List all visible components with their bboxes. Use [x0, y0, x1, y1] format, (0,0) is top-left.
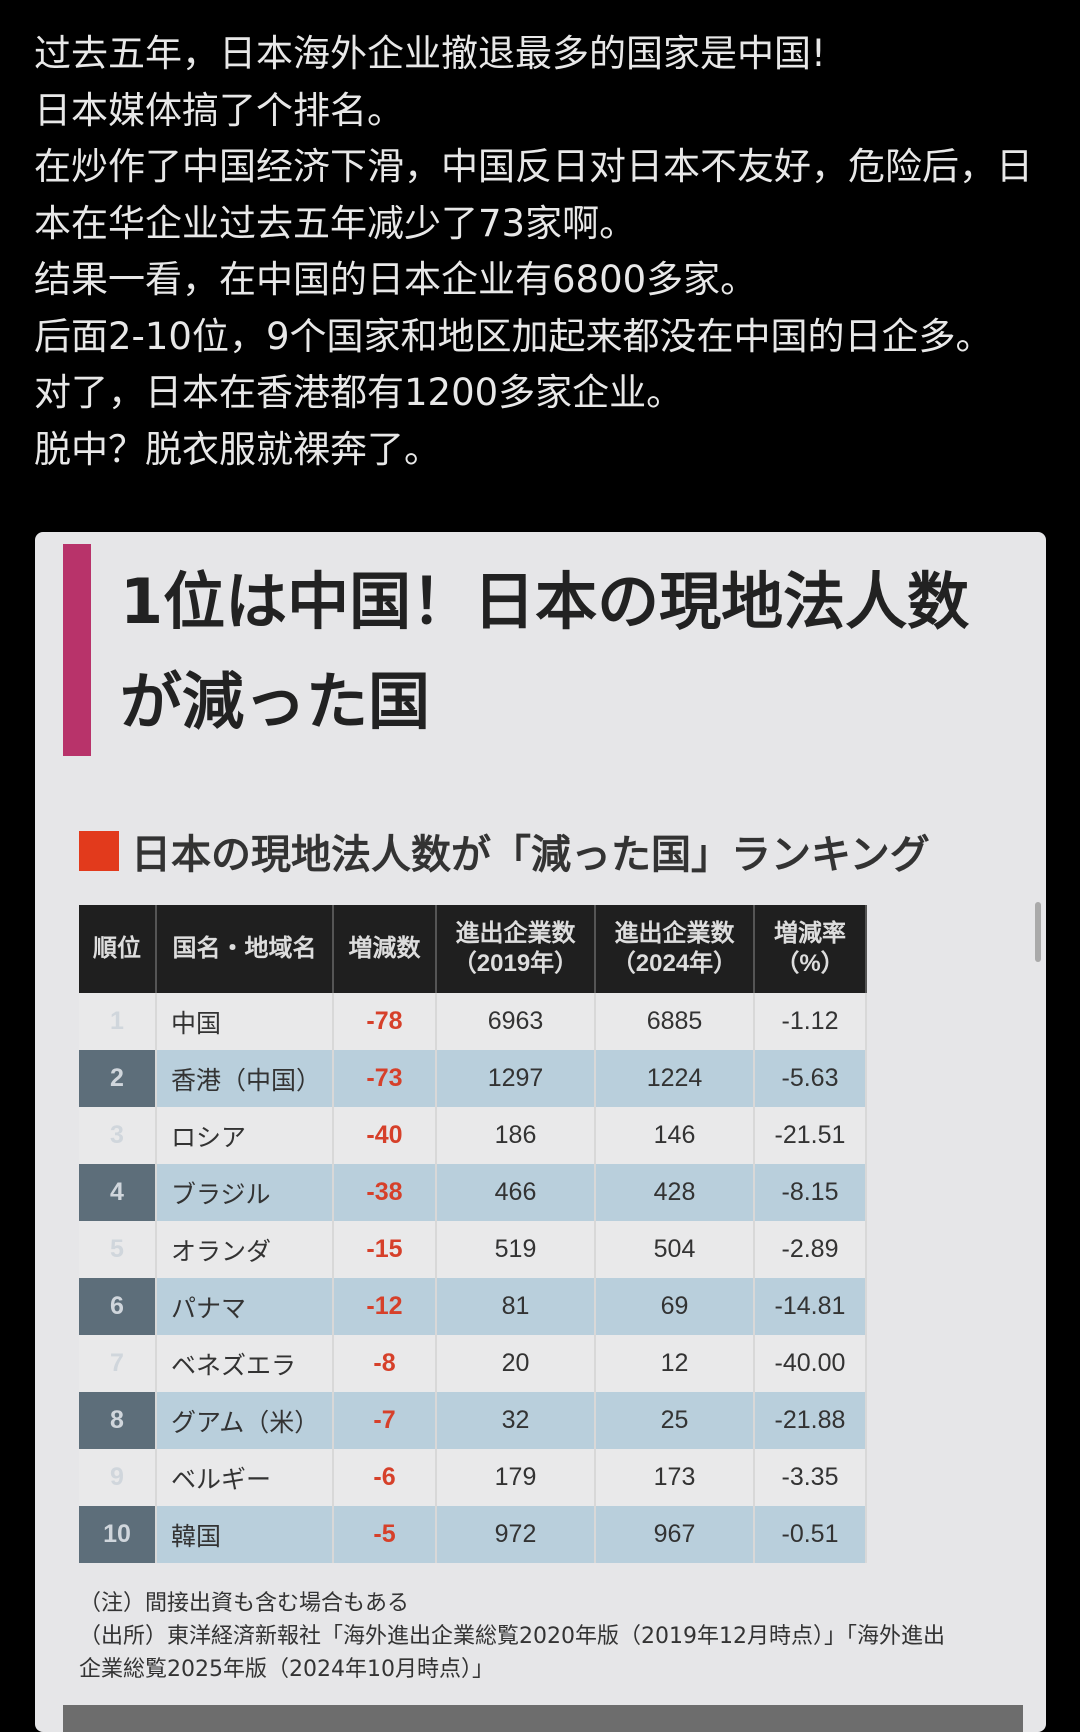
- column-header: 増減数: [333, 905, 437, 993]
- table-cell: 6885: [595, 993, 755, 1050]
- table-cell: 173: [595, 1449, 755, 1506]
- table-cell: 972: [436, 1506, 596, 1563]
- table-cell: 1: [79, 993, 157, 1050]
- table-cell: ベルギー: [156, 1449, 334, 1506]
- note-text: （注）間接出資も含む場合もある: [79, 1591, 410, 1616]
- accent-bar: [63, 544, 91, 756]
- bottom-bar: [63, 1705, 1023, 1732]
- table-row: 9 ベルギー -6 179 173 -3.35: [79, 1449, 867, 1506]
- source-text: （出所）東洋経済新報社「海外進出企業総覧2020年版（2019年12月時点）」「…: [79, 1624, 945, 1682]
- table-cell: ブラジル: [156, 1164, 334, 1221]
- table-cell: オランダ: [156, 1221, 334, 1278]
- table-cell: 1297: [436, 1050, 596, 1107]
- table-cell: 7: [79, 1335, 157, 1392]
- table-cell: 32: [436, 1392, 596, 1449]
- table-cell: 中国: [156, 993, 334, 1050]
- table-cell: グアム（米）: [156, 1392, 334, 1449]
- table-cell: 9: [79, 1449, 157, 1506]
- table-cell: 81: [436, 1278, 596, 1335]
- table-cell: -78: [333, 993, 437, 1050]
- table-cell: 3: [79, 1107, 157, 1164]
- post-line: 在炒作了中国经济下滑，中国反日对日本不友好，危险后，日本在华企业过去五年减少了7…: [34, 145, 1033, 245]
- table-cell: -21.88: [754, 1392, 867, 1449]
- post-line: 日本媒体搞了个排名。: [34, 88, 404, 132]
- table-cell: -5.63: [754, 1050, 867, 1107]
- image-title: 1位は中国！日本の現地法人数が減った国: [120, 565, 970, 738]
- table-cell: ロシア: [156, 1107, 334, 1164]
- table-cell: -6: [333, 1449, 437, 1506]
- column-header: 増減率 （%）: [754, 905, 867, 993]
- table-cell: 8: [79, 1392, 157, 1449]
- table-cell: -2.89: [754, 1221, 867, 1278]
- table-cell: 428: [595, 1164, 755, 1221]
- table-row: 8 グアム（米） -7 32 25 -21.88: [79, 1392, 867, 1449]
- table-row: 7 ベネズエラ -8 20 12 -40.00: [79, 1335, 867, 1392]
- table-cell: -7: [333, 1392, 437, 1449]
- table-cell: 2: [79, 1050, 157, 1107]
- table-cell: -21.51: [754, 1107, 867, 1164]
- post-line: 后面2-10位，9个国家和地区加起来都没在中国的日企多。: [34, 314, 993, 358]
- table-cell: -40: [333, 1107, 437, 1164]
- table-cell: -12: [333, 1278, 437, 1335]
- table-cell: -14.81: [754, 1278, 867, 1335]
- table-cell: 466: [436, 1164, 596, 1221]
- post-line: 过去五年，日本海外企业撤退最多的国家是中国!: [34, 32, 826, 75]
- table-cell: 186: [436, 1107, 596, 1164]
- table-cell: -5: [333, 1506, 437, 1563]
- table-cell: -1.12: [754, 993, 867, 1050]
- table-cell: 519: [436, 1221, 596, 1278]
- table-cell: 4: [79, 1164, 157, 1221]
- column-header: 国名・地域名: [156, 905, 334, 993]
- table-cell: 179: [436, 1449, 596, 1506]
- post-line: 脱中？脱衣服就裸奔了。: [34, 427, 441, 471]
- table-row: 2 香港（中国） -73 1297 1224 -5.63: [79, 1050, 867, 1107]
- column-header: 順位: [79, 905, 157, 993]
- post-line: 结果一看，在中国的日本企业有6800多家。: [34, 258, 758, 301]
- post-line: 对了，日本在香港都有1200多家企业。: [34, 371, 684, 414]
- ranking-table: 順位 国名・地域名 増減数 進出企業数 （2019年） 進出企業数 （2024年） 増減率…: [79, 905, 867, 1563]
- table-cell: 146: [595, 1107, 755, 1164]
- table-cell: 69: [595, 1278, 755, 1335]
- notes: （注）間接出資も含む場合もある （出所）東洋経済新報社「海外進出企業総覧2020…: [79, 1587, 959, 1686]
- table-row: 10 韓国 -5 972 967 -0.51: [79, 1506, 867, 1563]
- red-square-icon: [79, 831, 119, 871]
- table-cell: パナマ: [156, 1278, 334, 1335]
- column-header: 進出企業数 （2024年）: [595, 905, 755, 993]
- table-cell: -3.35: [754, 1449, 867, 1506]
- column-header: 進出企業数 （2019年）: [436, 905, 596, 993]
- table-cell: -15: [333, 1221, 437, 1278]
- scrollbar[interactable]: [1035, 902, 1041, 962]
- table-cell: ベネズエラ: [156, 1335, 334, 1392]
- table-cell: 10: [79, 1506, 157, 1563]
- table-cell: 504: [595, 1221, 755, 1278]
- ranking-image[interactable]: 1位は中国！日本の現地法人数が減った国 日本の現地法人数が「減った国」ランキング…: [35, 532, 1046, 1732]
- table-cell: -38: [333, 1164, 437, 1221]
- table-cell: 1224: [595, 1050, 755, 1107]
- table-cell: 韓国: [156, 1506, 334, 1563]
- post-text: 过去五年，日本海外企业撤退最多的国家是中国! 日本媒体搞了个排名。 在炒作了中国…: [34, 26, 1054, 478]
- table-row: 5 オランダ -15 519 504 -2.89: [79, 1221, 867, 1278]
- table-cell: 6: [79, 1278, 157, 1335]
- table-row: 1 中国 -78 6963 6885 -1.12: [79, 993, 867, 1050]
- ranking-subheading: 日本の現地法人数が「減った国」ランキング: [79, 822, 930, 880]
- table-cell: 20: [436, 1335, 596, 1392]
- table-cell: -73: [333, 1050, 437, 1107]
- table-cell: -40.00: [754, 1335, 867, 1392]
- table-cell: 12: [595, 1335, 755, 1392]
- table-row: 4 ブラジル -38 466 428 -8.15: [79, 1164, 867, 1221]
- table-cell: -0.51: [754, 1506, 867, 1563]
- table-cell: -8: [333, 1335, 437, 1392]
- table-cell: 25: [595, 1392, 755, 1449]
- subheading-text: 日本の現地法人数が「減った国」ランキング: [131, 832, 930, 878]
- table-cell: 967: [595, 1506, 755, 1563]
- table-row: 3 ロシア -40 186 146 -21.51: [79, 1107, 867, 1164]
- table-cell: -8.15: [754, 1164, 867, 1221]
- table-cell: 5: [79, 1221, 157, 1278]
- table-cell: 香港（中国）: [156, 1050, 334, 1107]
- table-cell: 6963: [436, 993, 596, 1050]
- table-row: 6 パナマ -12 81 69 -14.81: [79, 1278, 867, 1335]
